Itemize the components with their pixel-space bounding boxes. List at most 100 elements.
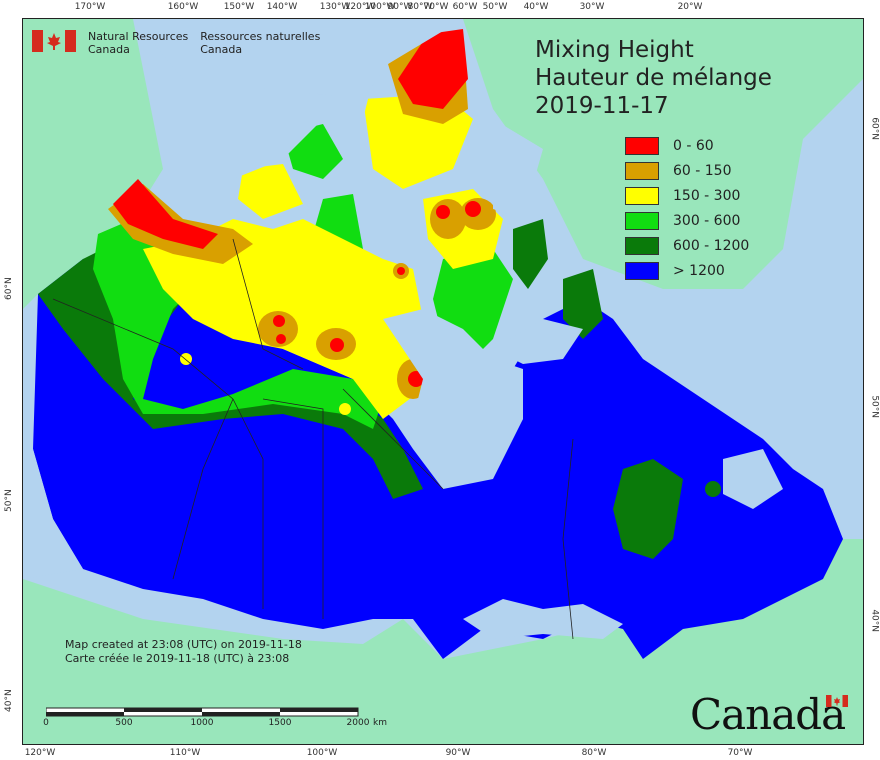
agency-fr-line1: Ressources naturelles xyxy=(200,30,321,43)
title-english: Mixing Height xyxy=(535,37,694,63)
lat-label-left: 60°N xyxy=(4,277,14,300)
legend-label: 60 - 150 xyxy=(673,162,732,179)
region-60-150 xyxy=(430,199,466,239)
legend-label: 600 - 1200 xyxy=(673,237,750,254)
great-lakes xyxy=(463,599,623,639)
lat-label-right: 60°N xyxy=(870,117,880,140)
lon-label-top: 100°W xyxy=(364,2,396,12)
region-0-60 xyxy=(436,205,450,219)
arctic-channels xyxy=(163,79,373,219)
legend-item: 150 - 300 xyxy=(625,183,749,208)
map-date: 2019-11-17 xyxy=(535,93,669,119)
region-0-60 xyxy=(276,334,286,344)
agency-name-fr: Ressources naturelles Canada xyxy=(200,30,320,56)
lon-label-top: 90°W xyxy=(387,2,413,12)
region-0-60 xyxy=(398,29,468,109)
alaska-land xyxy=(23,19,163,309)
lon-label-top: 140°W xyxy=(266,2,298,12)
scale-labels: 0 500 1000 1500 2000 km xyxy=(43,718,406,730)
us-land xyxy=(23,539,863,744)
scale-label: 1500 xyxy=(268,718,292,728)
agency-en-line1: Natural Resources xyxy=(88,30,189,43)
lat-label-left: 50°N xyxy=(4,489,14,512)
lon-label-top: 160°W xyxy=(167,2,199,12)
legend-swatch xyxy=(625,211,659,230)
region-600-1200 xyxy=(563,269,603,339)
map-canvas xyxy=(22,18,864,745)
lon-label-top: 150°W xyxy=(223,2,255,12)
legend-item: > 1200 xyxy=(625,258,749,283)
region-600-1200 xyxy=(613,459,683,559)
scale-bar xyxy=(45,704,362,723)
creation-note: Map created at 23:08 (UTC) on 2019-11-18… xyxy=(65,638,302,666)
greenland-land xyxy=(463,19,863,289)
lon-label-top: 170°W xyxy=(74,2,106,12)
lon-label-top: 120°W xyxy=(344,2,376,12)
provincial-boundaries xyxy=(52,238,574,640)
lon-label-top: 60°W xyxy=(452,2,478,12)
hudson-strait xyxy=(493,319,583,364)
agency-fr-line2: Canada xyxy=(200,43,243,56)
legend-label: 0 - 60 xyxy=(673,137,714,154)
region-150-300 xyxy=(339,403,351,415)
scale-label: 0 xyxy=(43,718,49,728)
region-0-60 xyxy=(408,371,424,387)
legend-swatch xyxy=(625,261,659,280)
hudson-bay xyxy=(383,309,523,469)
lon-label-bottom: 110°W xyxy=(169,748,201,758)
lon-label-top: 70°W xyxy=(423,2,449,12)
canada-wordmark: Canada xyxy=(690,690,846,739)
wordmark-flag-icon xyxy=(826,692,848,707)
map-title: Mixing Height Hauteur de mélange 2019-11… xyxy=(535,36,772,120)
region-600-1200 xyxy=(705,481,721,497)
region-0-60 xyxy=(273,315,285,327)
lon-label-top: 50°W xyxy=(482,2,508,12)
lon-label-bottom: 70°W xyxy=(727,748,753,758)
scale-label: 2000 xyxy=(346,718,370,728)
legend-label: 300 - 600 xyxy=(673,212,741,229)
legend-label: > 1200 xyxy=(673,262,725,279)
lon-label-bottom: 90°W xyxy=(445,748,471,758)
region-150-300 xyxy=(238,164,303,219)
arctic-ocean xyxy=(133,19,463,99)
flag-icon xyxy=(32,30,76,52)
lat-label-left: 40°N xyxy=(4,689,14,712)
region-gt-1200 xyxy=(28,249,843,659)
lon-label-top: 40°W xyxy=(523,2,549,12)
created-fr: Carte créée le 2019-11-18 (UTC) à 23:08 xyxy=(65,652,290,665)
region-600-1200 xyxy=(513,219,548,289)
agency-en-line2: Canada xyxy=(88,43,130,56)
lon-label-top: 130°W xyxy=(319,2,351,12)
agency-signature: Natural Resources Canada Ressources natu… xyxy=(32,30,320,56)
scale-unit: km xyxy=(373,718,387,728)
lon-label-bottom: 100°W xyxy=(306,748,338,758)
legend-item: 0 - 60 xyxy=(625,133,749,158)
region-0-60 xyxy=(330,338,344,352)
legend-swatch xyxy=(625,161,659,180)
lon-label-top: 20°W xyxy=(677,2,703,12)
region-0-60 xyxy=(465,201,481,217)
legend-swatch xyxy=(625,186,659,205)
legend-item: 300 - 600 xyxy=(625,208,749,233)
region-60-150 xyxy=(258,311,298,347)
scale-label: 500 xyxy=(115,718,133,728)
legend-item: 600 - 1200 xyxy=(625,233,749,258)
lon-label-bottom: 120°W xyxy=(24,748,56,758)
baffin-bay xyxy=(493,119,543,219)
legend-swatch xyxy=(625,136,659,155)
agency-name-en: Natural Resources Canada xyxy=(88,30,188,56)
lon-label-top: 30°W xyxy=(579,2,605,12)
lat-label-right: 50°N xyxy=(870,395,880,418)
gulf-of-st-lawrence xyxy=(723,449,783,509)
legend: 0 - 60 60 - 150 150 - 300 300 - 600 600 - 12… xyxy=(625,133,749,283)
lat-label-right: 40°N xyxy=(870,609,880,632)
lon-label-bottom: 80°W xyxy=(581,748,607,758)
title-french: Hauteur de mélange xyxy=(535,65,772,91)
pacific-ocean xyxy=(23,294,83,579)
region-0-60 xyxy=(397,267,405,275)
region-0-60 xyxy=(113,179,218,249)
legend-swatch xyxy=(625,236,659,255)
scale-label: 1000 xyxy=(190,718,214,728)
lon-label-top: 80°W xyxy=(407,2,433,12)
